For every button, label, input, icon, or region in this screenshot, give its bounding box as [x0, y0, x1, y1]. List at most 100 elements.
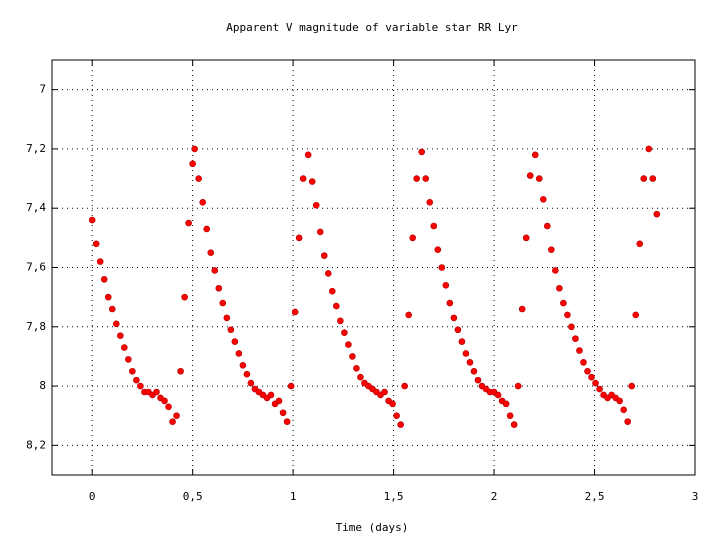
x-tick-label: 2,5: [585, 490, 605, 503]
data-point: [88, 216, 96, 224]
data-point: [640, 175, 648, 182]
data-point: [405, 311, 412, 319]
data-point: [531, 151, 539, 159]
x-tick-label: 0: [89, 490, 96, 503]
x-tick-label: 1,5: [384, 490, 404, 503]
data-point: [283, 418, 291, 425]
data-point: [353, 364, 360, 372]
data-point: [413, 175, 421, 182]
data-point: [337, 317, 344, 325]
data-point: [349, 353, 356, 360]
y-tick-label: 8: [39, 379, 46, 392]
data-point: [494, 391, 502, 399]
data-point: [177, 367, 184, 375]
data-point: [247, 379, 255, 387]
data-point: [502, 400, 510, 408]
data-point: [316, 228, 324, 236]
data-point: [446, 299, 454, 307]
data-point: [628, 382, 636, 390]
data-point: [324, 270, 332, 277]
data-point: [173, 412, 180, 420]
data-point: [418, 148, 426, 156]
data-point: [275, 397, 283, 405]
data-point: [636, 240, 644, 248]
data-point: [556, 284, 563, 292]
data-point: [548, 246, 555, 254]
data-point: [401, 382, 408, 390]
data-point: [161, 397, 168, 405]
data-point: [231, 338, 239, 345]
data-point: [535, 175, 543, 182]
data-point: [239, 362, 247, 369]
data-point: [129, 367, 136, 375]
x-tick-label: 3: [692, 490, 699, 503]
data-point: [345, 341, 352, 348]
data-point: [117, 332, 124, 339]
data-point: [125, 356, 132, 363]
data-point: [169, 418, 176, 425]
data-point: [474, 376, 482, 384]
data-point: [235, 350, 243, 357]
x-tick-label: 0,5: [183, 490, 203, 503]
data-point: [96, 258, 104, 265]
data-point: [560, 299, 567, 307]
x-axis-label: Time (days): [336, 521, 409, 534]
data-point: [564, 311, 571, 319]
y-tick-label: 7: [39, 83, 46, 96]
data-point: [113, 320, 120, 328]
data-point: [100, 276, 108, 283]
data-point: [552, 267, 559, 274]
data-point: [121, 344, 128, 351]
data-point: [389, 400, 396, 408]
data-point: [588, 373, 595, 381]
data-point: [539, 196, 547, 203]
data-point: [137, 382, 144, 390]
data-point: [133, 376, 140, 384]
x-tick-label: 2: [491, 490, 498, 503]
data-point: [215, 284, 223, 292]
data-point: [454, 326, 462, 334]
data-point: [506, 412, 514, 420]
data-point: [227, 326, 235, 334]
data-point: [572, 335, 579, 342]
data-point: [442, 281, 450, 289]
data-point: [649, 175, 657, 182]
data-point: [191, 145, 198, 153]
data-point: [333, 302, 340, 310]
data-point: [108, 305, 116, 313]
data-point: [518, 305, 526, 313]
data-point: [426, 198, 434, 206]
data-point: [462, 350, 470, 357]
data-point: [320, 252, 328, 259]
data-point: [207, 249, 215, 256]
data-point: [632, 311, 640, 319]
data-point: [267, 391, 275, 399]
data-point: [223, 314, 231, 322]
data-point: [329, 287, 336, 295]
x-tick-label: 1: [290, 490, 297, 503]
data-point: [510, 421, 518, 428]
data-point: [195, 175, 202, 182]
data-point: [653, 210, 661, 218]
data-point: [287, 382, 295, 390]
data-point: [458, 338, 466, 345]
data-point: [393, 412, 400, 420]
data-point: [422, 175, 430, 182]
data-point: [397, 421, 404, 428]
data-point: [450, 314, 458, 322]
y-tick-label: 8,2: [26, 438, 46, 451]
data-point: [544, 222, 551, 230]
data-point: [381, 388, 388, 396]
data-point: [243, 370, 251, 378]
data-point: [580, 359, 587, 366]
data-point: [104, 293, 112, 301]
data-point: [409, 234, 416, 242]
data-point: [522, 234, 530, 242]
data-point: [466, 359, 474, 366]
data-point: [165, 403, 172, 411]
data-point: [568, 323, 575, 331]
data-point: [211, 267, 219, 274]
data-point: [153, 388, 160, 396]
data-point: [430, 222, 438, 230]
